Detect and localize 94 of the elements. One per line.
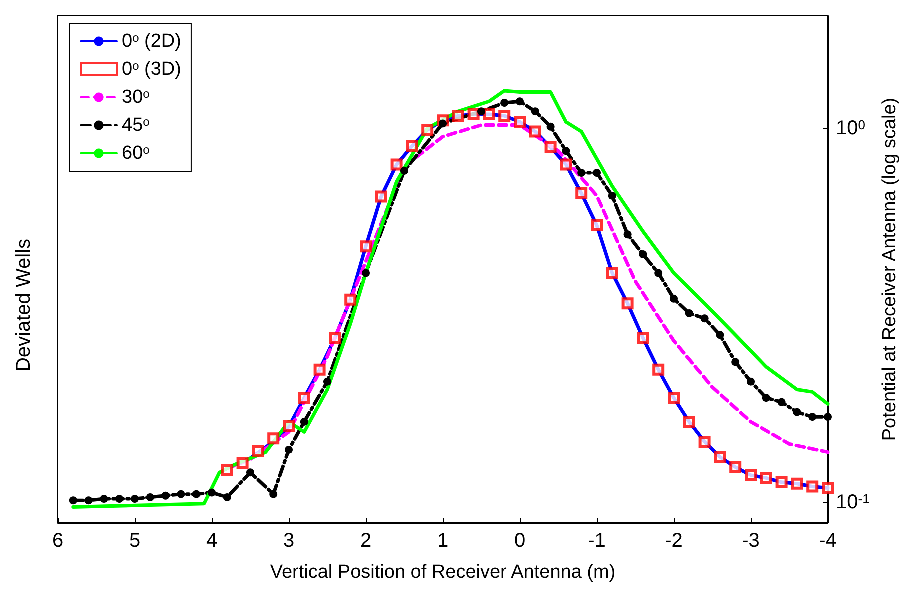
point <box>716 331 724 340</box>
point <box>400 166 408 175</box>
point <box>670 294 678 303</box>
point <box>452 110 464 122</box>
point <box>793 408 802 416</box>
point <box>714 451 726 464</box>
point <box>344 294 357 306</box>
point <box>362 269 370 278</box>
point <box>760 472 772 484</box>
point <box>324 378 332 386</box>
x-tick-label: 6 <box>52 530 64 552</box>
point <box>236 457 249 470</box>
point <box>270 490 278 498</box>
point <box>791 478 804 490</box>
point <box>544 141 557 154</box>
point <box>562 147 570 156</box>
point <box>776 476 788 488</box>
point <box>808 413 817 422</box>
point <box>546 122 555 131</box>
x-tick-label: 2 <box>360 530 372 552</box>
point <box>730 461 742 474</box>
point <box>100 495 108 504</box>
point <box>531 108 540 116</box>
point <box>314 364 326 376</box>
point <box>283 420 295 432</box>
x-tick-label: -2 <box>665 530 683 552</box>
point <box>422 124 434 136</box>
point <box>285 446 293 454</box>
point <box>622 298 634 310</box>
x-tick-label: 0 <box>514 530 526 552</box>
y-axis-title: Potential at Receiver Antenna (log scale) <box>880 98 901 442</box>
point <box>560 158 572 171</box>
point <box>146 493 154 502</box>
point <box>516 98 524 106</box>
point <box>576 188 588 200</box>
text: Deviated Wells <box>13 238 35 372</box>
x-tick-label: -4 <box>819 530 837 552</box>
point <box>822 482 834 494</box>
point <box>406 140 418 152</box>
point <box>514 116 526 128</box>
point <box>192 490 201 498</box>
point <box>778 398 786 406</box>
point <box>252 445 264 458</box>
x-tick-label: 4 <box>206 530 218 552</box>
point <box>591 220 603 232</box>
x-tick-label: 3 <box>283 530 295 552</box>
point <box>177 490 186 498</box>
point <box>500 99 509 108</box>
point <box>700 314 709 323</box>
point <box>608 192 616 200</box>
point <box>84 496 93 505</box>
point <box>747 378 755 386</box>
point <box>637 332 650 344</box>
point <box>208 488 216 497</box>
point <box>390 158 403 171</box>
point <box>624 230 632 239</box>
point <box>732 358 740 366</box>
point <box>300 418 308 426</box>
point <box>806 480 819 493</box>
point <box>824 413 832 422</box>
point <box>360 240 372 253</box>
x-tick-label: -1 <box>588 530 606 552</box>
point <box>483 108 496 121</box>
point <box>221 464 234 476</box>
point <box>683 416 696 428</box>
point <box>698 436 711 448</box>
point <box>668 392 680 404</box>
point <box>162 492 170 500</box>
point <box>468 108 480 121</box>
point <box>223 493 232 502</box>
point <box>298 392 310 404</box>
x-tick-label: 5 <box>129 530 141 552</box>
x-axis-title: Vertical Position of Receiver Antenna (m) <box>270 562 616 583</box>
point <box>131 495 139 504</box>
point <box>606 267 618 280</box>
point <box>762 394 770 402</box>
point <box>268 432 280 445</box>
point <box>745 469 757 482</box>
x-tick-label: 1 <box>437 530 449 552</box>
point <box>69 496 78 505</box>
point <box>578 169 586 178</box>
point <box>652 364 665 376</box>
point <box>375 190 388 203</box>
point <box>593 169 601 178</box>
point <box>246 468 254 477</box>
point <box>329 332 342 344</box>
point <box>685 309 694 318</box>
point <box>639 250 648 259</box>
point <box>654 269 663 278</box>
point <box>478 108 486 116</box>
point <box>498 110 511 122</box>
point <box>116 495 124 504</box>
x-tick-label: -3 <box>742 530 760 552</box>
point <box>529 126 542 138</box>
